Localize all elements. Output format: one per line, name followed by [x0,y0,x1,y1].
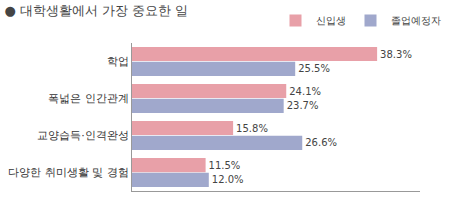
svg-text:15.8%: 15.8% [236,123,268,134]
svg-text:신입생: 신입생 [316,15,346,26]
svg-text:11.5%: 11.5% [209,160,241,171]
svg-text:23.7%: 23.7% [287,100,319,111]
svg-text:교양습득·인격완성: 교양습득·인격완성 [37,129,129,142]
svg-text:26.6%: 26.6% [305,137,337,148]
svg-text:12.0%: 12.0% [212,174,244,185]
svg-text:폭넓은 인간관계: 폭넓은 인간관계 [48,92,129,105]
svg-text:다양한 취미생활 및 경험: 다양한 취미생활 및 경험 [8,166,129,179]
svg-text:학업: 학업 [107,55,129,68]
svg-text:38.3%: 38.3% [380,49,412,60]
svg-text:졸업예정자: 졸업예정자 [391,15,441,26]
svg-text:25.5%: 25.5% [298,63,330,74]
svg-text:● 대학생활에서 가장 중요한 일: ● 대학생활에서 가장 중요한 일 [5,3,189,18]
svg-text:24.1%: 24.1% [289,86,321,97]
